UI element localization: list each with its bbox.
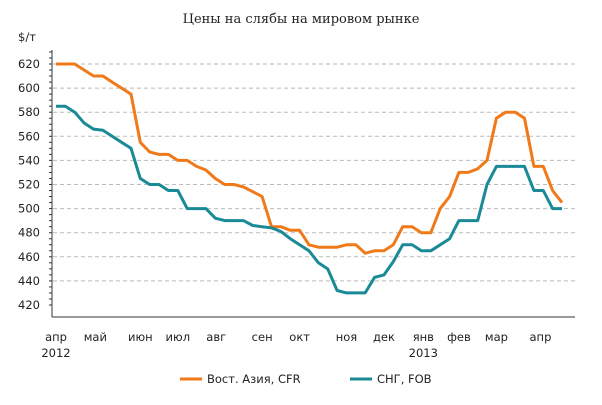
series-line-1	[56, 104, 562, 295]
legend-label: СНГ, FOB	[377, 372, 432, 386]
x-tick-label: апр	[530, 330, 552, 344]
x-tick-label: сен	[252, 330, 273, 344]
y-tick-label: 480	[18, 226, 40, 240]
x-tick-label: янв	[413, 330, 434, 344]
x-tick-label: май	[84, 330, 107, 344]
legend-label: Вост. Азия, CFR	[207, 372, 301, 386]
y-axis-label: $/т	[18, 30, 36, 44]
y-tick-label: 600	[18, 81, 40, 95]
legend: Вост. Азия, CFR СНГ, FOB	[180, 372, 432, 386]
y-tick-label: 580	[18, 105, 40, 119]
x-year-label: 2013	[409, 346, 438, 360]
y-tick-label: 460	[18, 250, 40, 264]
x-tick-label: апр	[45, 330, 67, 344]
x-tick-label: июн	[128, 330, 153, 344]
y-tick-label: 500	[18, 202, 40, 216]
chart-title: Цены на слябы на мировом рынке	[183, 12, 420, 27]
y-tick-label: 560	[18, 129, 40, 143]
y-tick-label: 420	[18, 298, 40, 312]
x-tick-label: мар	[485, 330, 508, 344]
x-tick-label: дек	[373, 330, 395, 344]
x-tick-label: авг	[206, 330, 226, 344]
y-tick-label: 540	[18, 153, 40, 167]
y-tick-label: 440	[18, 274, 40, 288]
x-tick-label: окт	[289, 330, 310, 344]
x-tick-label: фев	[447, 330, 471, 344]
y-tick-label: 620	[18, 57, 40, 71]
x-tick-label: ноя	[336, 330, 357, 344]
series-line-0	[56, 62, 564, 255]
x-year-label: 2012	[41, 346, 70, 360]
y-tick-label: 520	[18, 178, 40, 192]
x-tick-label: июл	[166, 330, 191, 344]
